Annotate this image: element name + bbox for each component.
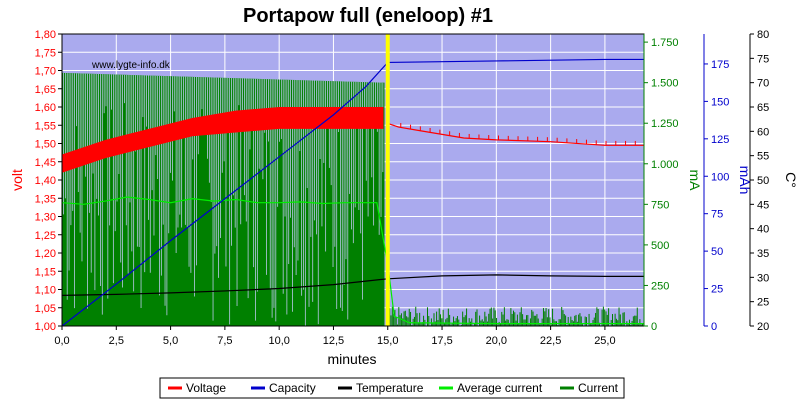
temp-tick-label: 65: [757, 102, 769, 114]
temp-tick-label: 80: [757, 29, 769, 41]
legend-label: Capacity: [269, 381, 316, 395]
volt-tick-label: 1,10: [35, 285, 56, 297]
volt-tick-label: 1,45: [35, 157, 56, 169]
legend-box: [159, 377, 625, 399]
ma-tick-label: 250: [651, 280, 669, 292]
volt-tick-label: 1,35: [35, 193, 56, 205]
volt-tick-label: 1,15: [35, 266, 56, 278]
x-tick-label: 5,0: [163, 335, 178, 347]
x-tick-label: 10,0: [268, 335, 289, 347]
temp-tick-label: 75: [757, 53, 769, 65]
voltage-line: [387, 122, 644, 146]
series-line-average-current: [61, 196, 644, 325]
temp-tick-label: 55: [757, 151, 769, 163]
volt-tick-label: 1,50: [35, 139, 56, 151]
x-tick-label: 20,0: [486, 335, 507, 347]
volt-tick-label: 1,25: [35, 230, 56, 242]
series-line-temperature: [61, 274, 644, 296]
volt-tick-label: 1,75: [35, 47, 56, 59]
x-tick-label: 25,0: [594, 335, 615, 347]
volt-tick-label: 1,20: [35, 248, 56, 260]
mah-tick-label: 150: [711, 96, 729, 108]
legend-label: Current: [578, 381, 619, 395]
volt-tick-label: 1,05: [35, 303, 56, 315]
x-tick-label: 0,0: [54, 335, 69, 347]
x-tick-label: 7,5: [217, 335, 232, 347]
temp-tick-label: 35: [757, 248, 769, 260]
x-tick-label: 2,5: [109, 335, 124, 347]
mah-tick-label: 175: [711, 59, 729, 71]
x-axis-label: minutes: [327, 351, 376, 367]
temp-tick-label: 45: [757, 199, 769, 211]
mah-axis-label: mAh: [737, 166, 753, 195]
ma-tick-label: 500: [651, 240, 669, 252]
ma-axis-label: mA: [687, 170, 703, 192]
ma-tick-label: 1.000: [651, 159, 679, 171]
ma-tick-label: 750: [651, 199, 669, 211]
mah-tick-label: 75: [711, 209, 723, 221]
ma-tick-label: 0: [651, 321, 657, 333]
series-line-capacity: [61, 58, 644, 327]
x-tick-label: 12,5: [323, 335, 344, 347]
mah-tick-label: 125: [711, 134, 729, 146]
temp-tick-label: 50: [757, 175, 769, 187]
voltage-series: [62, 107, 644, 173]
volt-tick-label: 1,60: [35, 102, 56, 114]
ma-tick-label: 1.250: [651, 118, 679, 130]
volt-tick-label: 1,80: [35, 29, 56, 41]
legend-label: Temperature: [356, 381, 424, 395]
axes: 0,0 2,5 5,0 7,5 10,0 12,5 15,0 17,5 20,0 22,5 25,0…: [9, 29, 799, 347]
chart-title: Portapow full (eneloop) #1: [243, 5, 493, 27]
temp-tick-label: 60: [757, 126, 769, 138]
temp-axis-label: C°: [783, 172, 799, 188]
x-tick-label: 15,0: [377, 335, 398, 347]
legend: Voltage Capacity Temperature Average curren…: [159, 377, 625, 399]
volt-tick-label: 1,00: [35, 321, 56, 333]
x-tick-label: 17,5: [431, 335, 452, 347]
mah-tick-label: 25: [711, 284, 723, 296]
volt-tick-label: 1,70: [35, 66, 56, 78]
mah-tick-label: 0: [711, 321, 717, 333]
x-tick-label: 22,5: [540, 335, 561, 347]
temp-tick-label: 40: [757, 224, 769, 236]
voltage-band: [62, 107, 384, 173]
temp-tick-label: 30: [757, 272, 769, 284]
temp-tick-label: 70: [757, 78, 769, 90]
legend-label: Voltage: [186, 381, 226, 395]
volt-axis-label: volt: [9, 169, 25, 191]
ma-tick-label: 1.500: [651, 78, 679, 90]
mah-tick-label: 100: [711, 171, 729, 183]
legend-label: Average current: [457, 381, 543, 395]
temp-tick-label: 25: [757, 297, 769, 309]
temp-tick-label: 20: [757, 321, 769, 333]
volt-tick-label: 1,55: [35, 120, 56, 132]
ma-tick-label: 1.750: [651, 37, 679, 49]
series-lines: [61, 58, 644, 327]
volt-tick-label: 1,30: [35, 212, 56, 224]
watermark: www.lygte-info.dk: [91, 60, 171, 71]
mah-tick-label: 50: [711, 246, 723, 258]
volt-tick-label: 1,65: [35, 84, 56, 96]
volt-tick-label: 1,40: [35, 175, 56, 187]
